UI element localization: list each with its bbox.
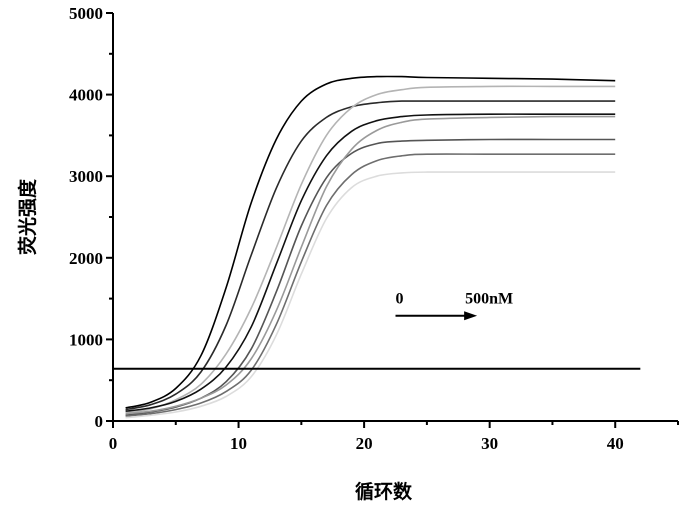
series-line: [126, 86, 616, 412]
x-tick-label: 40: [607, 434, 624, 453]
axes: 0 1000 2000 3000 4000 5000 0 10 20 30 40: [69, 4, 678, 453]
annotation-from-label: 0: [396, 291, 404, 308]
y-ticks: 0 1000 2000 3000 4000 5000: [69, 4, 113, 431]
series-line: [126, 76, 616, 407]
y-tick-label: 3000: [69, 167, 103, 186]
concentration-annotation: 0 500nM: [396, 291, 514, 321]
annotation-to-label: 500nM: [465, 291, 513, 308]
y-tick-label: 5000: [69, 4, 103, 23]
series-line: [126, 114, 616, 411]
annotation-arrowhead-icon: [464, 311, 477, 320]
y-axis-title: 荧光强度: [16, 178, 39, 255]
y-tick-label: 4000: [69, 86, 103, 105]
x-tick-label: 10: [230, 434, 247, 453]
y-tick-label: 2000: [69, 249, 103, 268]
series-line: [126, 154, 616, 416]
series-line: [126, 101, 616, 410]
y-tick-label: 1000: [69, 330, 103, 349]
x-tick-label: 30: [481, 434, 498, 453]
x-tick-label: 20: [356, 434, 373, 453]
series-curves: [126, 76, 616, 417]
y-tick-label: 0: [95, 412, 104, 431]
series-line: [126, 172, 616, 418]
x-axis-title: 循环数: [355, 480, 413, 503]
x-tick-label: 0: [109, 434, 118, 453]
x-ticks: 0 10 20 30 40: [109, 421, 678, 453]
